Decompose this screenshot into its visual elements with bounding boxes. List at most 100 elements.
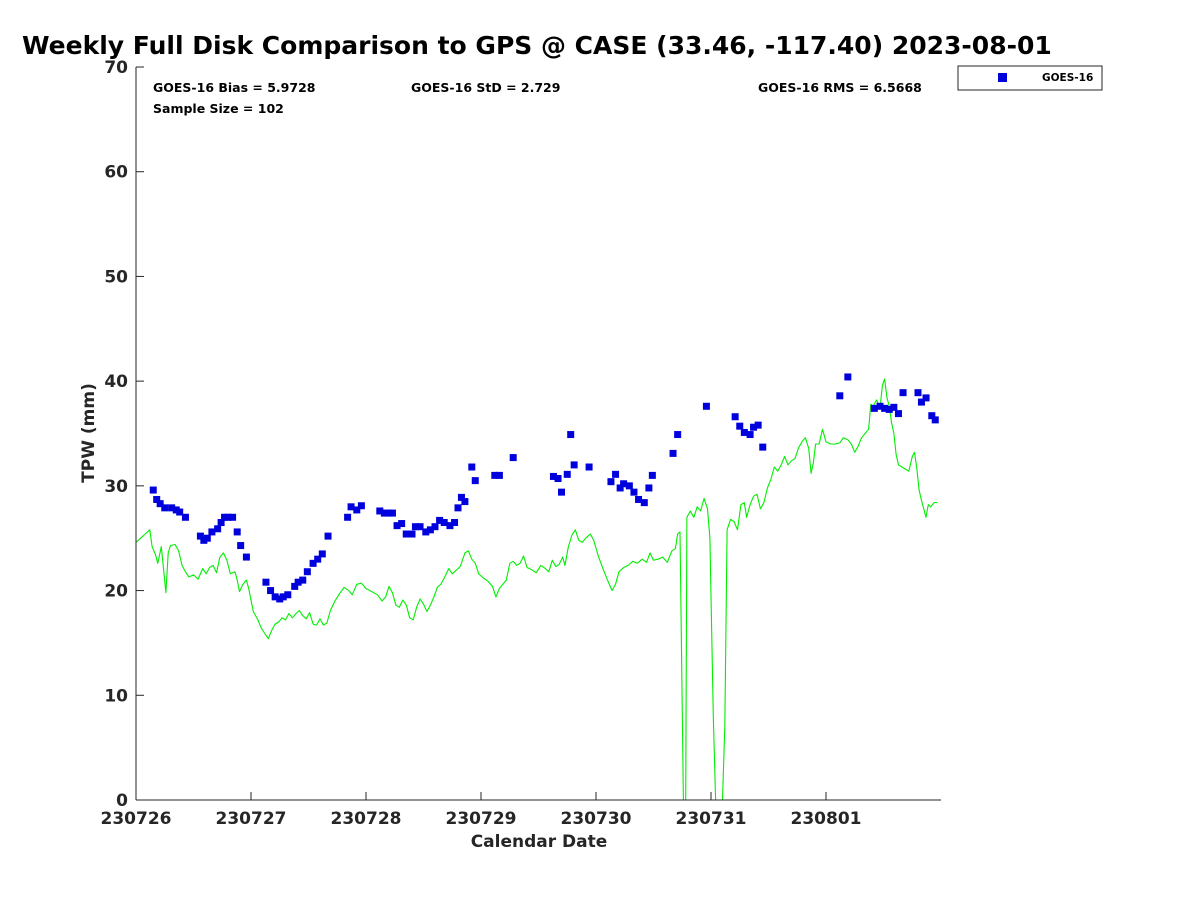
x-axis-label: Calendar Date <box>471 832 608 852</box>
goes16-data-point <box>612 470 620 478</box>
goes16-data-point <box>750 423 758 431</box>
y-tick-label: 70 <box>104 58 128 78</box>
goes16-data-point <box>416 523 424 531</box>
x-tick-label: 230727 <box>216 809 287 829</box>
plot-area: 230726 230727 230728 230729 230730 230731 2308… <box>101 58 941 829</box>
goes16-data-point <box>294 578 302 586</box>
goes16-data-point <box>440 519 448 527</box>
goes16-data-point <box>303 568 311 576</box>
goes16-data-point <box>731 413 739 421</box>
goes16-data-point <box>917 398 925 406</box>
goes16-data-point <box>161 504 169 512</box>
goes16-data-point <box>324 532 332 540</box>
y-tick-label: 50 <box>104 267 128 287</box>
goes16-data-point <box>402 530 410 538</box>
legend-box <box>957 65 1103 91</box>
goes16-data-point <box>570 461 578 469</box>
std-stat: GOES-16 StD = 2.729 <box>411 80 560 95</box>
goes16-data-point <box>457 493 465 501</box>
goes16-data-point <box>426 526 434 534</box>
x-axis-ticks: 230726 230727 230728 230729 230730 230731 2308… <box>101 792 861 829</box>
chart-title: Weekly Full Disk Comparison to GPS @ CAS… <box>22 31 1052 60</box>
goes16-data-point <box>736 422 744 430</box>
y-tick-label: 60 <box>104 163 128 183</box>
rms-stat: GOES-16 RMS = 6.5668 <box>758 80 922 95</box>
goes16-data-point <box>229 513 237 521</box>
goes16-data-point <box>237 542 245 550</box>
goes16-data-point <box>422 528 430 536</box>
goes16-data-point <box>899 389 907 397</box>
goes16-data-point <box>669 449 677 457</box>
goes16-data-point <box>549 472 557 480</box>
goes16-data-point <box>262 578 270 586</box>
goes16-data-point <box>471 477 479 485</box>
goes16-data-point <box>196 532 204 540</box>
goes16-series-points <box>149 373 939 603</box>
goes16-data-point <box>885 405 893 413</box>
goes16-data-point <box>208 528 216 536</box>
legend: GOES-16 <box>957 65 1103 91</box>
y-tick-label: 30 <box>104 477 128 497</box>
goes16-data-point <box>648 471 656 479</box>
goes16-data-point <box>746 431 754 439</box>
goes16-data-point <box>291 582 299 590</box>
goes16-data-point <box>242 553 250 561</box>
goes16-data-point <box>411 523 419 531</box>
goes16-data-point <box>509 454 517 462</box>
goes16-data-point <box>881 404 889 412</box>
y-axis-ticks: 0 10 20 30 40 50 60 70 <box>104 58 144 811</box>
goes16-data-point <box>876 402 884 410</box>
goes16-data-point <box>214 525 222 533</box>
goes16-data-point <box>468 463 476 471</box>
goes16-data-point <box>563 470 571 478</box>
goes16-data-point <box>217 519 225 527</box>
goes16-data-point <box>914 389 922 397</box>
gps-series-line-path <box>135 378 938 801</box>
goes16-data-point <box>347 503 355 511</box>
goes16-data-point <box>271 593 279 601</box>
goes16-data-point <box>836 392 844 400</box>
x-tick-label: 230731 <box>676 809 747 829</box>
goes16-data-point <box>674 431 682 439</box>
goes16-data-point <box>461 498 469 506</box>
goes16-data-point <box>607 478 615 486</box>
goes16-data-point <box>279 593 287 601</box>
goes16-data-point <box>446 522 454 530</box>
sample-size-stat: Sample Size = 102 <box>153 101 284 116</box>
goes16-data-point <box>314 555 322 563</box>
goes16-data-point <box>635 495 643 503</box>
goes16-data-point <box>890 403 898 411</box>
goes16-data-point <box>454 504 462 512</box>
goes16-data-point <box>630 488 638 496</box>
y-tick-label: 40 <box>104 372 128 392</box>
goes16-data-point <box>224 513 232 521</box>
goes16-data-point <box>267 587 275 595</box>
goes16-data-point <box>431 523 439 531</box>
goes16-data-point <box>740 428 748 436</box>
goes16-data-point <box>309 559 317 567</box>
goes16-data-point <box>625 482 633 490</box>
goes16-data-point <box>640 499 648 507</box>
x-tick-label: 230726 <box>101 809 172 829</box>
goes16-data-point <box>168 504 176 512</box>
goes16-data-point <box>357 502 365 510</box>
goes16-data-point <box>436 516 444 524</box>
goes16-data-point <box>344 513 352 521</box>
x-tick-label: 230730 <box>561 809 632 829</box>
goes16-data-point <box>558 488 565 496</box>
goes16-data-point <box>451 519 459 527</box>
y-tick-label: 10 <box>104 686 128 706</box>
y-tick-label: 0 <box>116 791 128 811</box>
legend-marker-square-icon <box>998 73 1007 82</box>
gps-series-line <box>135 378 938 801</box>
goes16-data-point <box>554 475 562 483</box>
goes16-data-point <box>495 471 503 479</box>
goes16-data-point <box>616 484 624 492</box>
goes16-data-point <box>870 404 878 412</box>
goes16-data-point <box>408 530 416 538</box>
goes16-data-point <box>284 591 292 599</box>
goes16-data-point <box>353 506 361 514</box>
goes16-data-point <box>376 507 384 515</box>
x-tick-label: 230728 <box>331 809 402 829</box>
goes16-data-point <box>393 522 401 530</box>
